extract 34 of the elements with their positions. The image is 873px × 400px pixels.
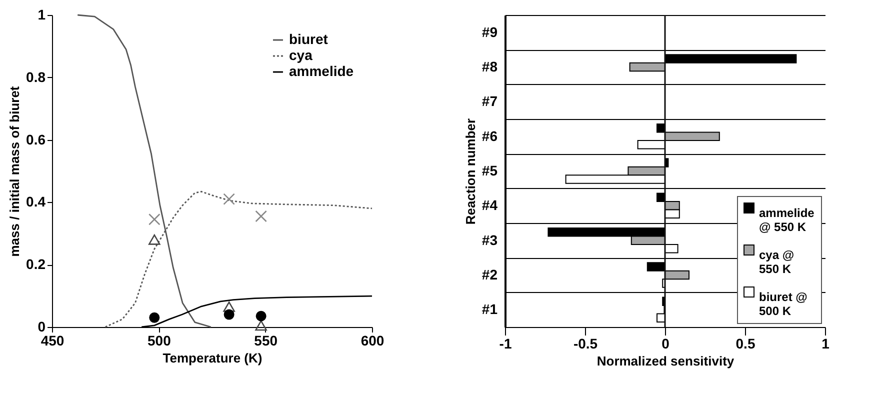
- legend-label: cya @ 550 K: [759, 248, 794, 276]
- legend-label: cya: [289, 47, 313, 63]
- x-tick-label: -1: [499, 336, 512, 352]
- y-tick-label: #1: [482, 301, 498, 318]
- x-tick-label: 0: [662, 336, 670, 352]
- y-tick-label: #9: [482, 24, 498, 40]
- y-tick-label: 0.4: [26, 194, 46, 210]
- legend-label: biuret: [289, 31, 328, 47]
- x-axis-title: Temperature (K): [162, 350, 262, 366]
- x-tick-label: 450: [40, 332, 64, 348]
- legend-label: ammelide @ 550 K: [759, 206, 815, 234]
- x-tick-label: -0.5: [573, 336, 598, 352]
- y-tick-label: #3: [482, 232, 498, 248]
- y-tick-label: #8: [482, 58, 498, 74]
- y-tick-label: 0.8: [26, 68, 46, 85]
- y-tick-label: #2: [482, 266, 498, 282]
- y-tick-label: 1: [38, 6, 46, 22]
- y-tick-label: #4: [482, 197, 498, 214]
- y-axis-title: Reaction number: [462, 118, 478, 225]
- y-tick-label: #6: [482, 128, 498, 144]
- y-tick-label: 0.2: [26, 256, 46, 272]
- x-tick-label: 500: [147, 332, 172, 348]
- x-tick-label: 1: [822, 336, 830, 352]
- legend-label: ammelide: [289, 63, 354, 79]
- x-tick-label: 600: [360, 332, 384, 348]
- y-tick-label: #5: [482, 162, 498, 178]
- legend-label: biuret @ 500 K: [759, 290, 808, 318]
- y-tick-label: 0.6: [26, 131, 46, 148]
- y-axis-title: mass / initial mass of biuret: [7, 86, 22, 257]
- y-tick-label: 0: [38, 318, 46, 334]
- x-tick-label: 550: [254, 332, 278, 348]
- y-tick-label: #7: [482, 93, 498, 110]
- x-axis-title: Normalized sensitivity: [596, 354, 735, 368]
- x-tick-label: 0.5: [736, 336, 756, 352]
